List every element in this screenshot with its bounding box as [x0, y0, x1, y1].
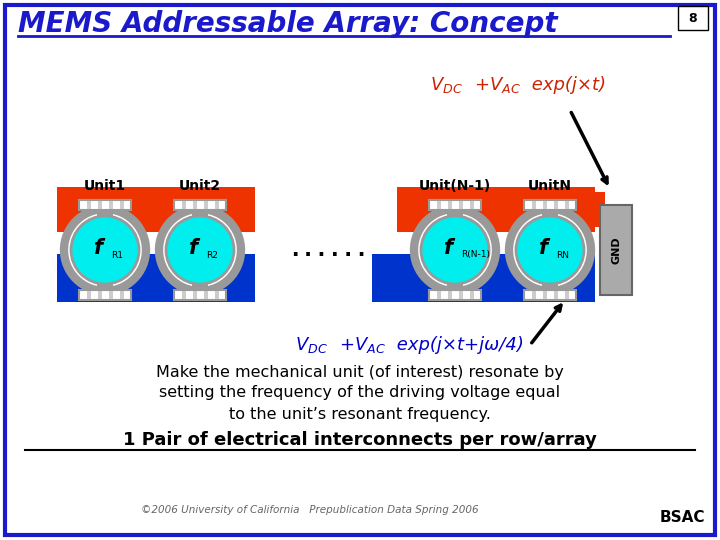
- Ellipse shape: [516, 216, 584, 284]
- Bar: [429, 290, 481, 300]
- Text: ......: ......: [288, 240, 368, 260]
- Bar: [57, 254, 255, 302]
- Text: Make the mechanical unit (of interest) resonate by: Make the mechanical unit (of interest) r…: [156, 364, 564, 380]
- Bar: [524, 200, 576, 210]
- Bar: [437, 291, 441, 299]
- Bar: [459, 201, 463, 209]
- Bar: [215, 201, 219, 209]
- Bar: [437, 201, 441, 209]
- Bar: [372, 254, 595, 302]
- Ellipse shape: [71, 216, 139, 284]
- Bar: [542, 202, 558, 216]
- Bar: [79, 290, 131, 300]
- Bar: [174, 200, 226, 210]
- Ellipse shape: [166, 216, 234, 284]
- Bar: [57, 187, 255, 232]
- Ellipse shape: [509, 209, 591, 291]
- Bar: [459, 291, 463, 299]
- Bar: [182, 201, 186, 209]
- Bar: [204, 291, 208, 299]
- Bar: [532, 291, 536, 299]
- Ellipse shape: [414, 209, 496, 291]
- Bar: [554, 291, 558, 299]
- Text: to the unit’s resonant frequency.: to the unit’s resonant frequency.: [229, 407, 491, 422]
- Text: MEMS Addressable Array: Concept: MEMS Addressable Array: Concept: [18, 10, 557, 38]
- Bar: [87, 291, 91, 299]
- Bar: [429, 200, 481, 210]
- Bar: [448, 201, 452, 209]
- Bar: [543, 291, 547, 299]
- Bar: [193, 291, 197, 299]
- Bar: [554, 201, 558, 209]
- Text: 1 Pair of electrical interconnects per row/array: 1 Pair of electrical interconnects per r…: [123, 431, 597, 449]
- Text: R1: R1: [111, 251, 123, 260]
- Bar: [524, 290, 576, 300]
- Bar: [448, 291, 452, 299]
- Bar: [215, 291, 219, 299]
- Bar: [470, 291, 474, 299]
- Text: f: f: [444, 238, 454, 258]
- Ellipse shape: [64, 209, 146, 291]
- Text: Unit2: Unit2: [179, 179, 221, 193]
- Ellipse shape: [159, 209, 241, 291]
- Text: ©2006 University of California   Prepublication Data Spring 2006: ©2006 University of California Prepublic…: [141, 505, 479, 515]
- Bar: [109, 291, 113, 299]
- Bar: [204, 201, 208, 209]
- Bar: [600, 205, 632, 295]
- Text: f: f: [94, 238, 104, 258]
- Bar: [397, 187, 595, 232]
- Bar: [192, 278, 208, 288]
- Bar: [109, 201, 113, 209]
- Text: Unit(N-1): Unit(N-1): [419, 179, 491, 193]
- Bar: [97, 278, 113, 288]
- Bar: [470, 201, 474, 209]
- Text: setting the frequency of the driving voltage equal: setting the frequency of the driving vol…: [159, 386, 561, 401]
- Text: RN: RN: [556, 251, 569, 260]
- Bar: [98, 201, 102, 209]
- Bar: [120, 291, 124, 299]
- Text: $+V_{AC}$: $+V_{AC}$: [474, 75, 521, 95]
- Text: R2: R2: [206, 251, 218, 260]
- Bar: [447, 278, 463, 288]
- Text: f: f: [189, 238, 199, 258]
- Text: UnitN: UnitN: [528, 179, 572, 193]
- Bar: [192, 202, 208, 216]
- Bar: [595, 192, 605, 227]
- Bar: [678, 6, 708, 30]
- Text: GND: GND: [611, 236, 621, 264]
- Bar: [565, 201, 569, 209]
- Text: R(N-1): R(N-1): [461, 251, 490, 260]
- Text: $V_{DC}$: $V_{DC}$: [430, 75, 463, 95]
- Bar: [98, 291, 102, 299]
- Text: f: f: [539, 238, 549, 258]
- Bar: [543, 201, 547, 209]
- Bar: [87, 201, 91, 209]
- Bar: [532, 201, 536, 209]
- Bar: [97, 202, 113, 216]
- Ellipse shape: [421, 216, 489, 284]
- Text: 8: 8: [689, 11, 697, 24]
- Text: exp(j×t+jω/4): exp(j×t+jω/4): [391, 336, 524, 354]
- Text: BSAC: BSAC: [660, 510, 705, 525]
- Text: $V_{DC}$: $V_{DC}$: [295, 335, 328, 355]
- Bar: [79, 200, 131, 210]
- Text: Unit1: Unit1: [84, 179, 126, 193]
- Bar: [182, 291, 186, 299]
- Bar: [447, 202, 463, 216]
- Bar: [120, 201, 124, 209]
- Bar: [542, 278, 558, 288]
- Bar: [174, 290, 226, 300]
- Bar: [193, 201, 197, 209]
- Bar: [565, 291, 569, 299]
- Text: $+V_{AC}$: $+V_{AC}$: [339, 335, 386, 355]
- Text: exp(j×t): exp(j×t): [526, 76, 606, 94]
